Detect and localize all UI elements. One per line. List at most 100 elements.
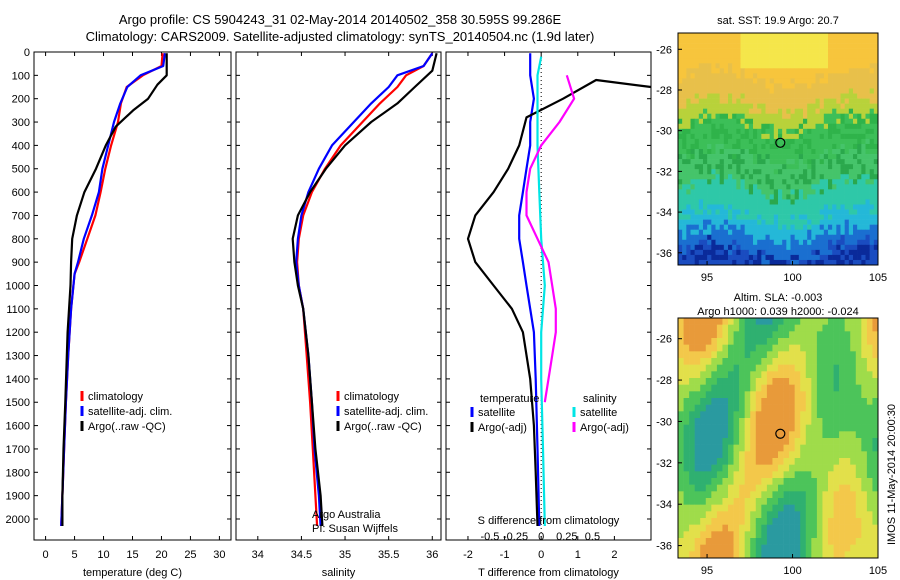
map-cell [828,78,833,84]
map-cell [811,418,818,425]
map-cell [711,133,716,140]
map-cell [732,128,737,135]
map-cell [690,73,695,79]
map-cell [700,471,707,479]
map-cell [755,524,762,532]
map-cell [872,504,879,512]
map-cell [790,239,795,246]
map-cell [750,518,757,525]
map-cell [873,199,879,205]
map-cell [750,364,757,372]
map-cell [786,138,791,145]
map-cell [853,48,858,54]
map-cell [853,229,858,236]
map-cell [694,118,700,125]
map-cell [844,108,850,114]
map-cell [765,214,770,220]
map-cell [869,128,875,135]
map-cell [678,244,683,251]
map-cell [682,259,687,266]
map-cell [689,411,695,419]
map-cell [723,254,729,261]
map-cell [719,78,725,84]
map-cell [698,149,704,155]
map-cell [711,123,716,130]
map-cell [789,498,795,505]
map-cell [861,471,868,479]
map-cell [855,424,862,432]
map-cell [705,418,712,425]
map-cell [840,63,845,69]
map-cell [678,458,684,465]
map-cell [678,338,684,345]
map-cell [686,143,691,150]
map-cell [744,88,750,94]
map-cell [750,424,757,432]
map-cell [873,53,879,59]
map-cell [815,103,820,109]
plot-frame [235,51,442,541]
map-cell [816,511,823,519]
map-cell [765,194,770,200]
map-cell [769,239,775,246]
map-cell [694,544,701,552]
map-cell [803,143,808,150]
map-cell [690,48,695,54]
map-cell [832,199,837,205]
map-cell [807,83,812,89]
map-cell [803,43,808,49]
map-cell [728,143,733,150]
map-cell [786,254,791,261]
map-cell [761,438,768,445]
map-cell [761,88,766,94]
map-cell [865,154,870,160]
map-cell [805,391,812,399]
map-cell [855,338,862,345]
map-cell [869,194,875,200]
map-cell [700,444,707,452]
map-cell [832,93,837,99]
map-cell [811,113,816,120]
map-cell [705,318,712,325]
map-cell [861,438,868,445]
map-cell [773,174,779,180]
map-cell [757,234,762,241]
map-cell [865,118,870,125]
map-cell [728,234,733,241]
map-cell [790,88,795,94]
map-cell [736,73,741,79]
map-cell [819,73,825,79]
map-cell [782,194,787,200]
map-cell [840,159,845,165]
map-cell [761,364,768,372]
map-cell [803,68,808,74]
map-cell [715,184,720,190]
map-cell [822,511,829,519]
map-cell [772,544,779,552]
map-cell [815,133,820,140]
map-cell [811,364,818,372]
map-cell [698,219,704,225]
map-cell [773,214,779,220]
map-cell [778,98,783,104]
map-cell [866,418,873,425]
map-cell [761,471,768,479]
map-cell [744,544,751,552]
map-cell [744,78,750,84]
map-cell [861,484,868,492]
map-cell [790,174,795,180]
map-cell [750,331,757,339]
map-cell [822,431,829,439]
map-cell [769,154,775,160]
map-cell [783,398,790,405]
map-cell [833,318,840,325]
map-cell [744,491,751,499]
map-cell [711,48,716,54]
map-cell [815,58,820,64]
map-cell [773,199,779,205]
map-cell [682,234,687,241]
map-cell [765,204,770,210]
map-cell [678,128,683,135]
map-cell [807,88,812,94]
map-cell [857,209,862,215]
